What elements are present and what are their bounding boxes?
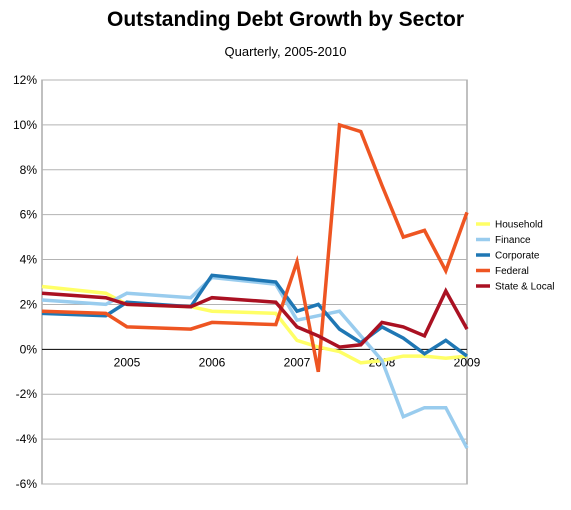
y-tick-label: 12% <box>13 73 37 87</box>
x-tick-label: 2009 <box>454 355 481 369</box>
legend-label: Household <box>495 220 543 231</box>
y-tick-label: 2% <box>20 297 38 311</box>
legend: Household Finance Corporate Federal State & … <box>476 220 554 293</box>
x-tick-label: 2005 <box>114 355 141 369</box>
series-line-state-local <box>41 287 469 349</box>
y-tick-label: 8% <box>20 163 38 177</box>
legend-label: State & Local <box>495 282 554 293</box>
y-tick-label: -6% <box>16 477 38 491</box>
y-tick-label: 6% <box>20 208 38 222</box>
series-line-federal <box>41 122 469 373</box>
legend-label: Corporate <box>495 251 540 262</box>
chart-title: Outstanding Debt Growth by Sector <box>106 8 464 31</box>
series-line-finance <box>41 275 469 449</box>
gridlines <box>42 79 467 485</box>
y-axis: -6% -4% -2% 0% 2% 4% 6% 8% 10% 12% <box>13 73 37 491</box>
series-lines <box>41 122 469 449</box>
x-tick-label: 2007 <box>284 355 311 369</box>
y-tick-label: 10% <box>13 118 37 132</box>
chart-subtitle: Quarterly, 2005-2010 <box>224 44 347 59</box>
legend-label: Federal <box>495 266 529 277</box>
y-tick-label: -4% <box>16 432 38 446</box>
x-tick-label: 2006 <box>199 355 226 369</box>
y-tick-label: -2% <box>16 387 38 401</box>
y-tick-label: 0% <box>20 342 38 356</box>
legend-label: Finance <box>495 235 531 246</box>
y-tick-label: 4% <box>20 253 38 267</box>
